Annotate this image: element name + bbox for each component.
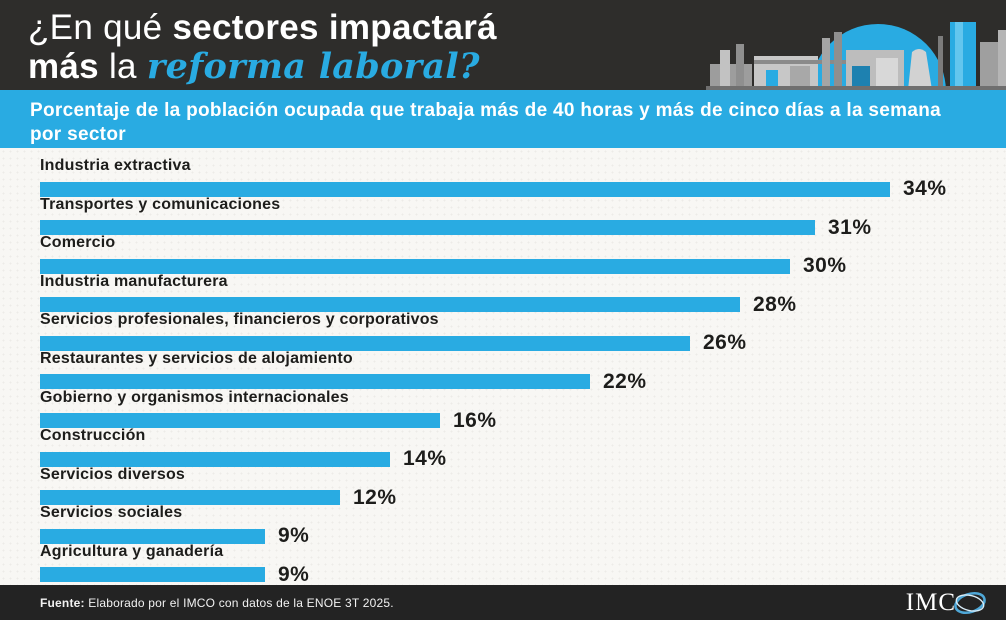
bar-label: Servicios sociales — [40, 504, 183, 522]
bar — [40, 181, 890, 197]
bar-value: 14% — [403, 447, 447, 471]
bar — [40, 528, 265, 544]
bar-line: 12% — [40, 486, 1006, 510]
bar — [40, 220, 815, 236]
bar-value: 31% — [828, 215, 872, 239]
bar — [40, 490, 340, 506]
chart-row: Servicios profesionales, financieros y c… — [40, 311, 1006, 354]
bar — [40, 451, 390, 467]
bar-line: 9% — [40, 524, 1006, 548]
chart-row: Gobierno y organismos internacionales 16… — [40, 388, 1006, 432]
bar-label: Servicios diversos — [40, 465, 186, 483]
bar — [40, 374, 590, 390]
bar-label: Agricultura y ganadería — [40, 542, 224, 560]
bar-label: Comercio — [40, 234, 116, 252]
title-regular-text: ¿En qué — [28, 8, 173, 47]
bar-label: Restaurantes y servicios de alojamiento — [40, 349, 353, 367]
bar — [40, 297, 740, 313]
title-bold-text-2: más — [28, 47, 99, 86]
bar-line: 16% — [40, 409, 1006, 433]
chart-row: Restaurantes y servicios de alojamiento … — [40, 349, 1006, 393]
bar-value: 22% — [603, 369, 647, 393]
bar-line: 34% — [40, 177, 1006, 201]
bar-label: Construcción — [40, 427, 146, 445]
bar — [40, 258, 790, 274]
bar-line: 26% — [40, 331, 1006, 355]
chart-row: Servicios sociales 9% — [40, 504, 1006, 547]
title-line-1: ¿En qué sectores impactará — [28, 8, 497, 47]
chart-row: Agricultura y ganadería 9% — [40, 542, 1006, 586]
chart-row: Construcción 14% — [40, 427, 1006, 470]
factory-illustration-icon — [706, 22, 1006, 90]
bar-line: 30% — [40, 254, 1006, 278]
subtitle-text: Porcentaje de la población ocupada que t… — [30, 100, 941, 145]
bar-value: 26% — [703, 331, 747, 355]
bar-value: 34% — [903, 177, 947, 200]
bar-line: 31% — [40, 216, 1006, 240]
bar-value: 16% — [453, 408, 497, 432]
chart-row: Industria manufacturera 28% — [40, 272, 1006, 316]
bar-label: Industria extractiva — [40, 157, 191, 174]
source-text: Elaborado por el IMCO con datos de la EN… — [84, 595, 394, 610]
bar-value: 9% — [278, 524, 310, 548]
bar-label: Industria manufacturera — [40, 272, 228, 290]
chart-row: Comercio 30% — [40, 234, 1006, 277]
chart-row: Industria extractiva 34% — [40, 157, 1006, 200]
bar-line: 22% — [40, 370, 1006, 394]
chart-row: Transportes y comunicaciones 31% — [40, 195, 1006, 239]
bar — [40, 567, 265, 583]
bar — [40, 335, 690, 351]
subtitle-bar: Porcentaje de la población ocupada que t… — [0, 90, 1006, 148]
source-label: Fuente: — [40, 595, 85, 610]
bar-value: 12% — [353, 485, 397, 509]
title-accent-text: reforma laboral? — [146, 46, 480, 87]
title-line-2: más la reforma laboral? — [28, 47, 497, 86]
bar-chart: Industria extractiva 34% Transportes y c… — [0, 148, 1006, 586]
chart-row: Servicios diversos 12% — [40, 465, 1006, 509]
bar-label: Transportes y comunicaciones — [40, 195, 281, 213]
title-regular-text-2: la — [98, 47, 147, 86]
imco-logo-text: IMC — [905, 589, 956, 616]
source-note: Fuente: Elaborado por el IMCO con datos … — [40, 596, 394, 610]
footer: Fuente: Elaborado por el IMCO con datos … — [0, 585, 1006, 620]
page-title: ¿En qué sectores impactará más la reform… — [28, 8, 497, 86]
bar-label: Servicios profesionales, financieros y c… — [40, 311, 439, 329]
header: ¿En qué sectores impactará más la reform… — [0, 0, 1006, 90]
bar-line: 9% — [40, 563, 1006, 587]
bar-line: 14% — [40, 447, 1006, 471]
bar — [40, 413, 440, 429]
imco-logo: IMC — [906, 589, 988, 617]
bar-value: 30% — [803, 254, 847, 278]
title-bold-text: sectores impactará — [172, 8, 497, 47]
bar-value: 9% — [278, 562, 310, 586]
bar-value: 28% — [753, 292, 797, 316]
bar-line: 28% — [40, 293, 1006, 317]
bar-label: Gobierno y organismos internacionales — [40, 388, 349, 406]
imco-logo-o-icon — [954, 591, 986, 614]
